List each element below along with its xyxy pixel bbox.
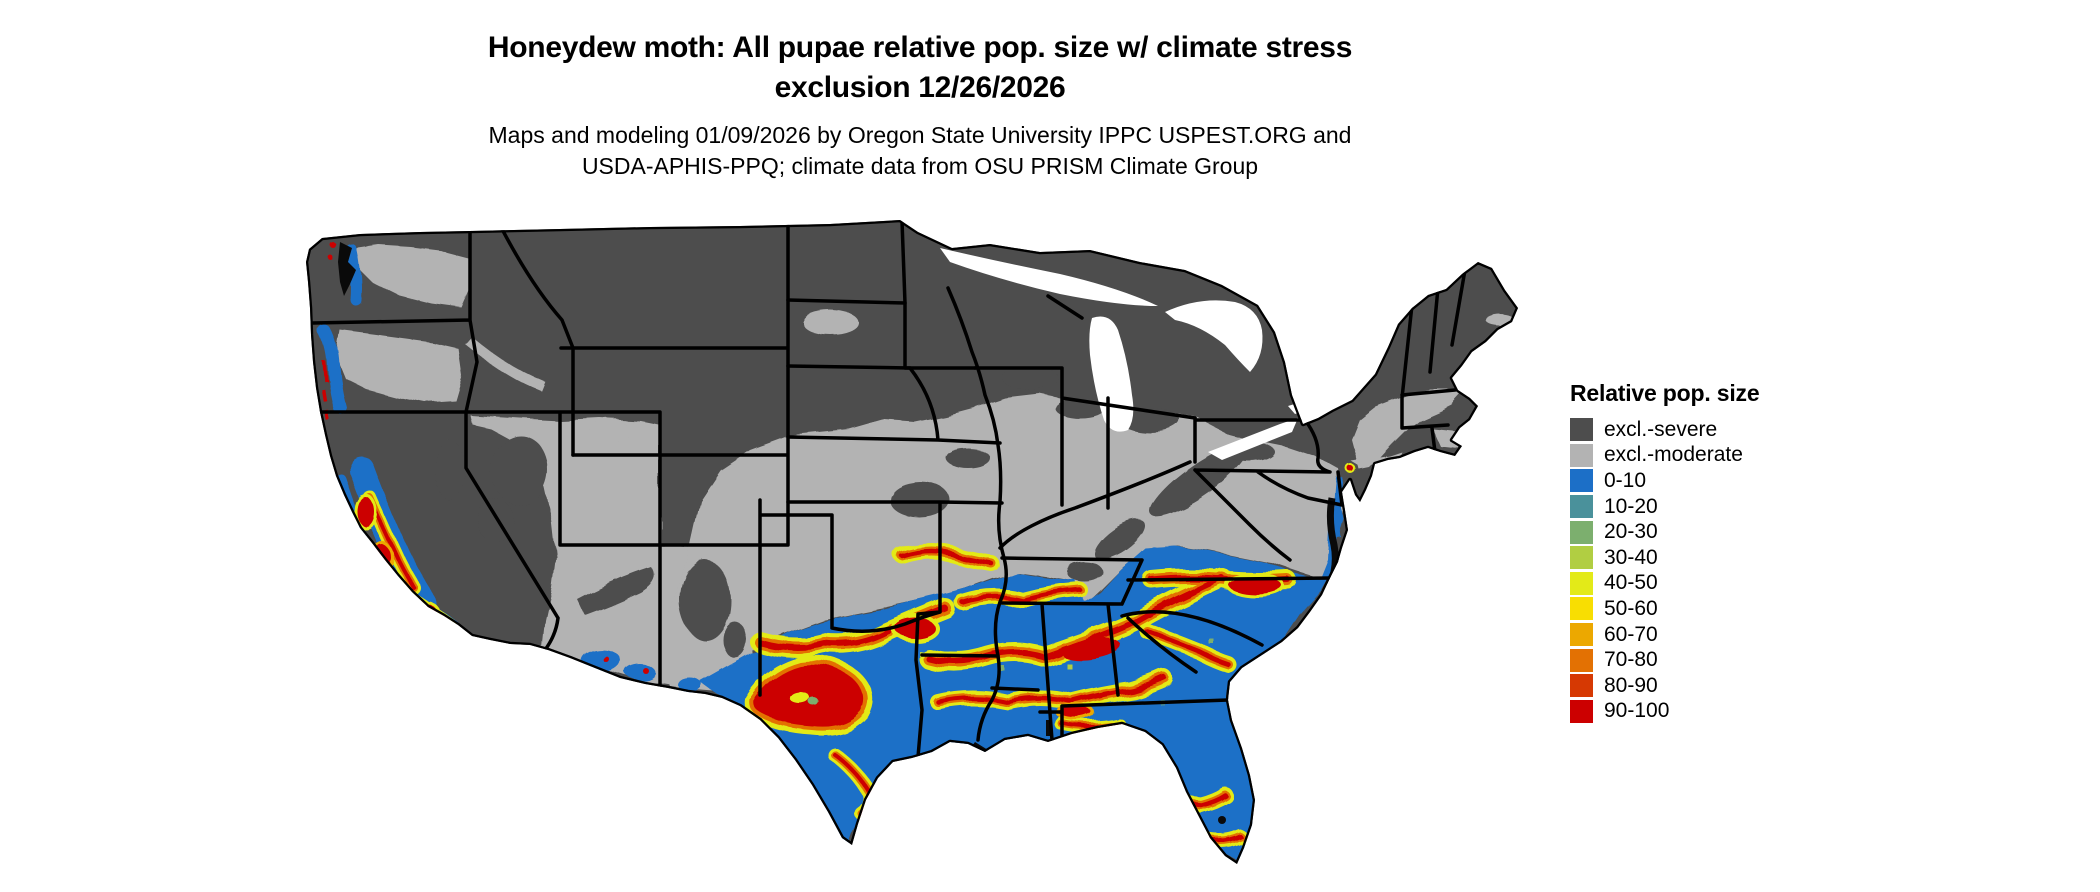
- legend-item-label: 30-40: [1604, 545, 1658, 569]
- legend-item-label: 60-70: [1604, 622, 1658, 646]
- map-title-line2: exclusion 12/26/2026: [774, 71, 1066, 104]
- legend-item-label: 0-10: [1604, 468, 1647, 492]
- map-subtitle: Maps and modeling 01/09/2026 by Oregon S…: [220, 120, 1620, 182]
- san-francisco-bay-water: [349, 524, 360, 542]
- mobile-bay-water: [1046, 720, 1051, 736]
- legend-color-swatch: [1570, 648, 1593, 672]
- legend-color-swatch: [1570, 571, 1593, 595]
- legend-color-swatch: [1570, 469, 1593, 493]
- legend-item: excl.-severe: [1570, 417, 1759, 443]
- legend-item: 70-80: [1570, 647, 1759, 673]
- legend-color-swatch: [1570, 546, 1593, 570]
- legend-item: 60-70: [1570, 622, 1759, 648]
- legend-item: excl.-moderate: [1570, 443, 1759, 469]
- legend-color-swatch: [1570, 520, 1593, 544]
- legend-item-label: 70-80: [1604, 648, 1658, 672]
- state-boundaries: [311, 220, 1467, 759]
- legend-item-label: 40-50: [1604, 571, 1658, 595]
- legend-item-label: 50-60: [1604, 596, 1658, 620]
- legend-item-label: excl.-severe: [1604, 417, 1718, 441]
- legend-item-label: 80-90: [1604, 673, 1658, 697]
- legend-item: 90-100: [1570, 699, 1759, 725]
- legend-item: 0-10: [1570, 468, 1759, 494]
- legend-item: 50-60: [1570, 596, 1759, 622]
- legend-color-swatch: [1570, 699, 1593, 723]
- legend-item: 40-50: [1570, 571, 1759, 597]
- legend-item: 10-20: [1570, 494, 1759, 520]
- legend-item-label: excl.-moderate: [1604, 443, 1743, 467]
- puget-sound-water: [338, 242, 356, 296]
- legend-item-label: 10-20: [1604, 494, 1658, 518]
- legend-item-label: 90-100: [1604, 699, 1670, 723]
- legend-title: Relative pop. size: [1570, 380, 1760, 406]
- us-risk-map: [290, 205, 1560, 892]
- legend-color-swatch: [1570, 418, 1593, 442]
- lake-erie: [1208, 418, 1298, 460]
- legend: Relative pop. size excl.-severe excl.-mo…: [1570, 380, 1760, 725]
- map-title: Honeydew moth: All pupae relative pop. s…: [220, 28, 1620, 108]
- legend-color-swatch: [1570, 443, 1593, 467]
- map-subtitle-line2: USDA-APHIS-PPQ; climate data from OSU PR…: [581, 153, 1259, 179]
- legend-color-swatch: [1570, 623, 1593, 647]
- legend-item: 20-30: [1570, 519, 1759, 545]
- legend-item: 30-40: [1570, 545, 1759, 571]
- lake-huron: [1165, 300, 1263, 372]
- map-subtitle-line1: Maps and modeling 01/09/2026 by Oregon S…: [488, 122, 1352, 148]
- lake-superior: [940, 248, 1158, 306]
- legend-item: 80-90: [1570, 673, 1759, 699]
- legend-color-swatch: [1570, 495, 1593, 519]
- map-title-line1: Honeydew moth: All pupae relative pop. s…: [487, 31, 1353, 64]
- lake-okeechobee: [1218, 816, 1226, 824]
- legend-item-label: 20-30: [1604, 520, 1658, 544]
- legend-color-swatch: [1570, 597, 1593, 621]
- legend-color-swatch: [1570, 674, 1593, 698]
- us-risk-map-svg: [306, 220, 1518, 864]
